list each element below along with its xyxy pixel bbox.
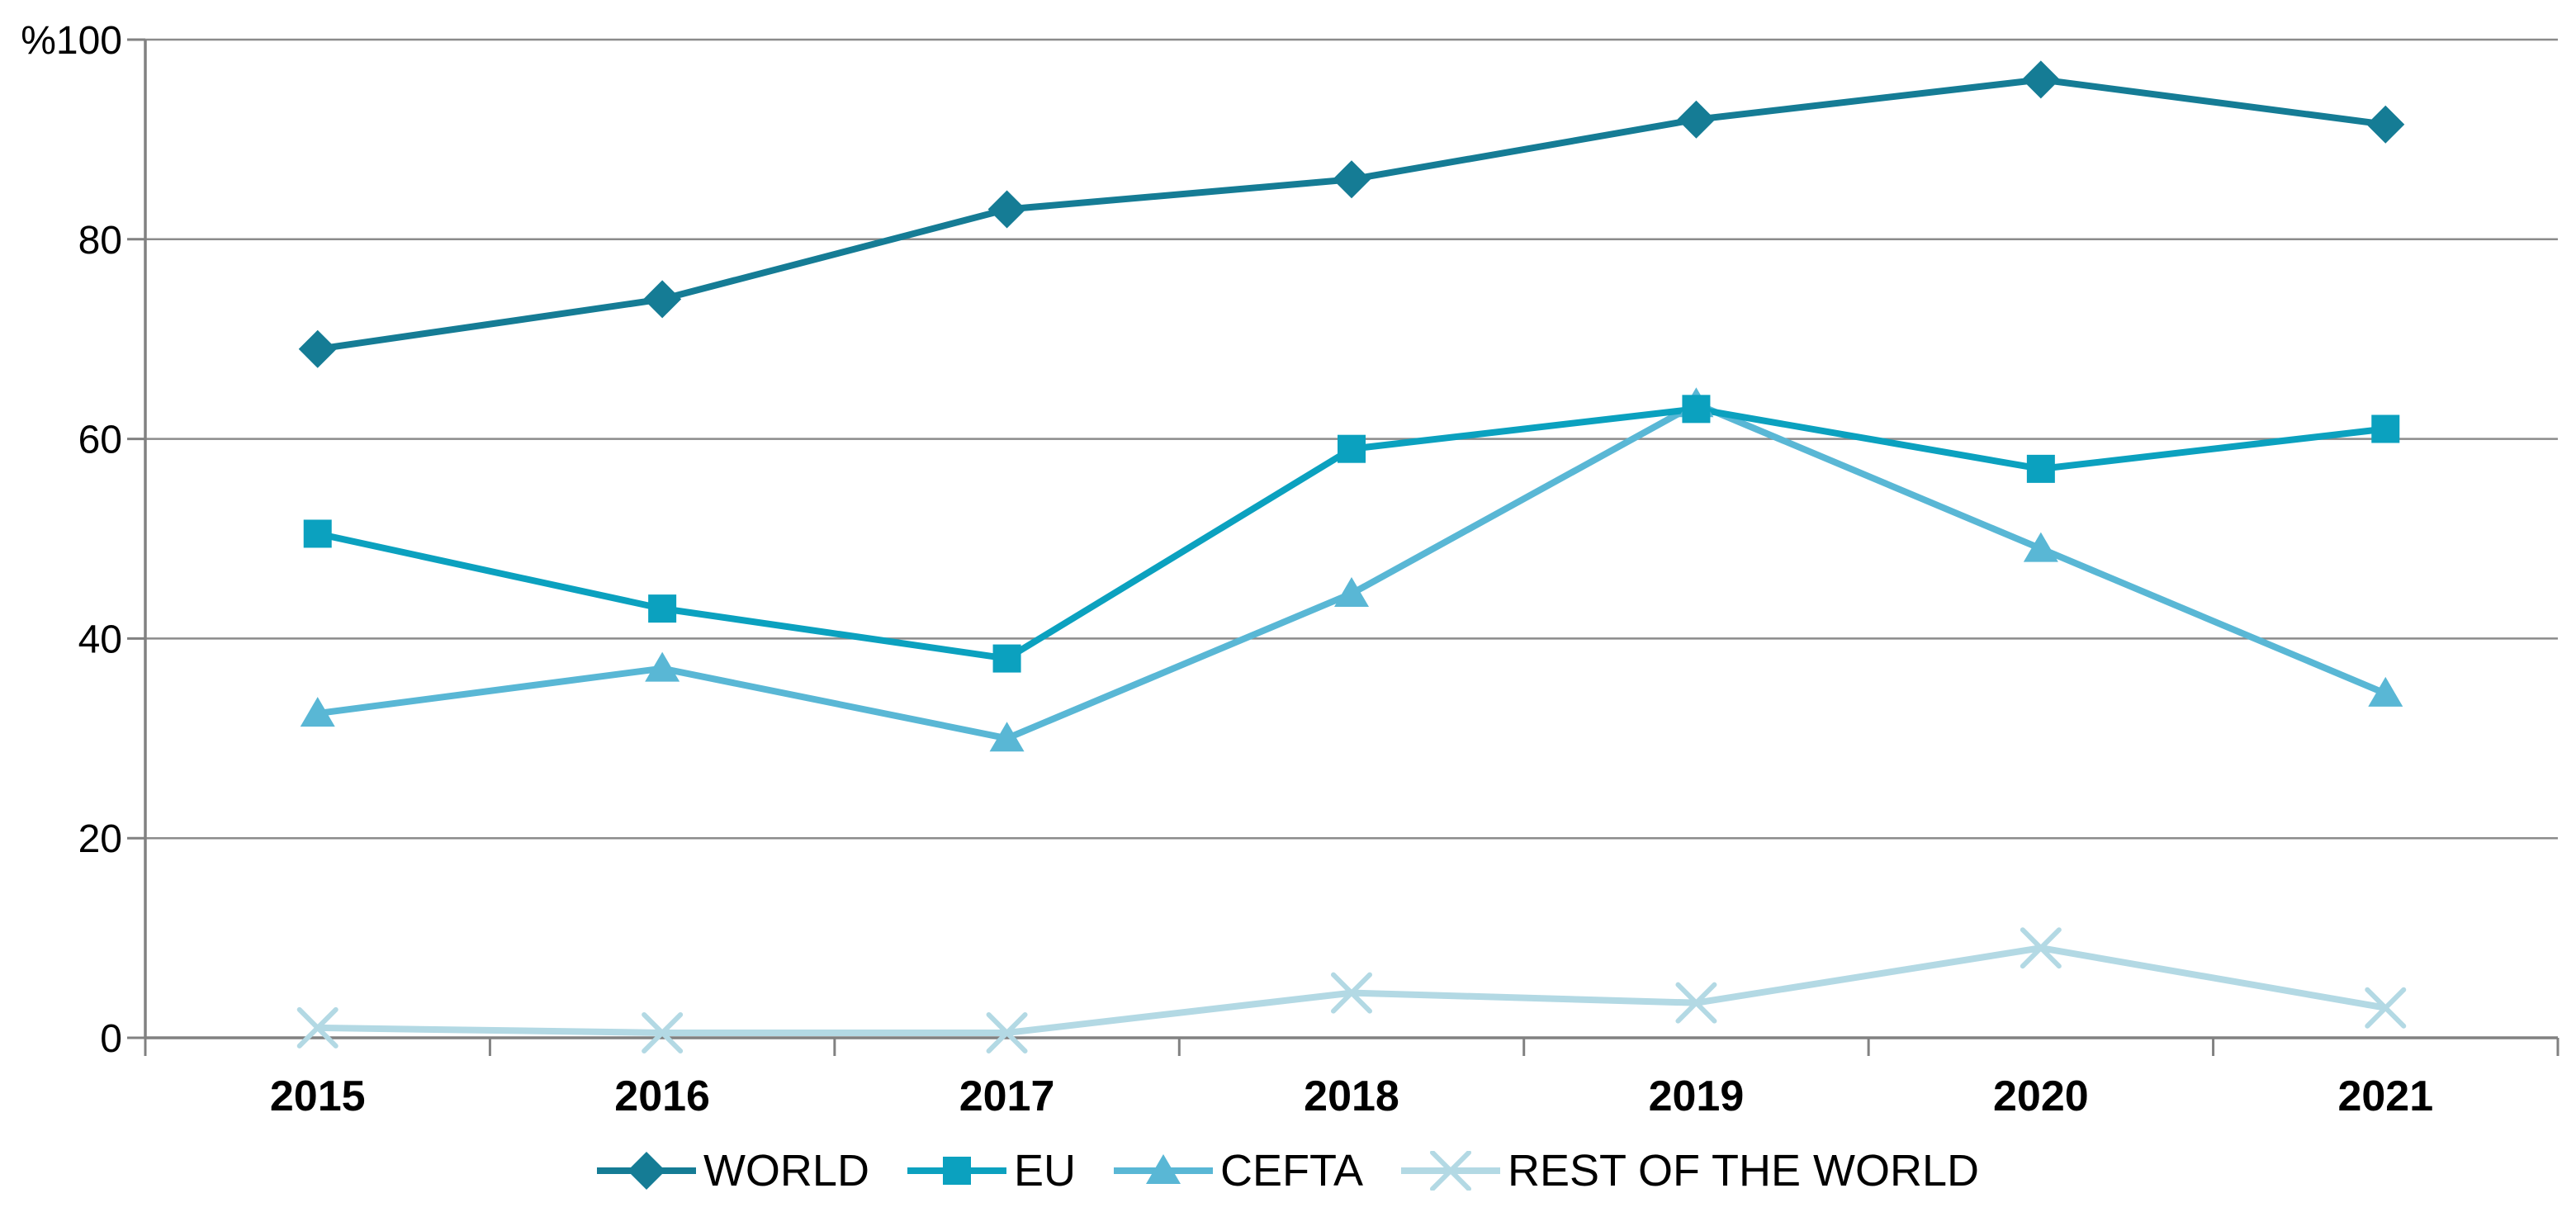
data-point-world-2018 — [1333, 160, 1371, 199]
data-point-rest-of-the-world-2021 — [2365, 987, 2407, 1029]
data-point-cefta-2017 — [989, 722, 1025, 752]
data-point-cefta-2016 — [645, 651, 680, 682]
legend-marker-glyph — [942, 1157, 971, 1185]
legend-marker-glyph — [1429, 1151, 1471, 1191]
x-axis-label-2018: 2018 — [1304, 1072, 1399, 1120]
data-point-world-2021 — [2366, 105, 2405, 144]
legend-item-cefta: CEFTA — [1113, 1145, 1363, 1196]
legend-label: WORLD — [703, 1146, 869, 1195]
legend-marker-glyph — [627, 1152, 665, 1190]
legend-marker-glyph — [1145, 1154, 1181, 1184]
y-axis-tick-label: 60 — [78, 419, 122, 462]
legend-label: CEFTA — [1219, 1146, 1363, 1195]
x-axis-label-2016: 2016 — [614, 1072, 710, 1120]
x-axis-label-2021: 2021 — [2337, 1072, 2433, 1120]
data-point-cefta-2021 — [2368, 676, 2403, 707]
data-point-eu-2020 — [2026, 454, 2055, 483]
data-point-cefta-2020 — [2023, 532, 2058, 562]
data-point-rest-of-the-world-2016 — [642, 1011, 684, 1053]
legend-marker-x-icon — [1400, 1151, 1500, 1191]
data-point-eu-2017 — [992, 644, 1021, 673]
data-point-world-2017 — [987, 190, 1026, 229]
legend-label: REST OF THE WORLD — [1507, 1146, 1980, 1195]
y-axis-tick-label: 20 — [78, 817, 122, 861]
data-point-eu-2019 — [1682, 395, 1711, 424]
data-point-eu-2021 — [2371, 414, 2400, 443]
data-point-rest-of-the-world-2015 — [296, 1006, 339, 1049]
x-axis-label-2020: 2020 — [1993, 1072, 2089, 1120]
y-axis-tick-label: 0 — [100, 1017, 122, 1061]
data-point-eu-2015 — [303, 519, 332, 548]
x-axis-label-2015: 2015 — [270, 1072, 366, 1120]
legend-marker-diamond-icon — [596, 1152, 696, 1190]
data-point-eu-2016 — [648, 594, 677, 623]
y-axis-tick-label: 40 — [78, 618, 122, 661]
data-point-rest-of-the-world-2017 — [986, 1011, 1028, 1053]
data-point-cefta-2018 — [1334, 576, 1369, 607]
legend-item-eu: EU — [907, 1145, 1076, 1196]
legend-item-rest-of-the-world: REST OF THE WORLD — [1400, 1145, 1980, 1196]
legend-marker-square-icon — [907, 1157, 1006, 1185]
data-point-cefta-2015 — [300, 697, 335, 727]
data-point-world-2020 — [2021, 60, 2060, 99]
chart-legend: WORLD EU CEFTA REST OF THE WORLD — [0, 1141, 2576, 1200]
data-point-rest-of-the-world-2019 — [1675, 982, 1717, 1024]
legend-label: EU — [1013, 1146, 1076, 1195]
data-point-eu-2018 — [1338, 434, 1366, 463]
data-point-world-2015 — [298, 329, 337, 368]
x-axis-label-2017: 2017 — [959, 1072, 1055, 1120]
data-point-rest-of-the-world-2018 — [1331, 972, 1372, 1014]
data-point-world-2016 — [643, 280, 682, 319]
legend-item-world: WORLD — [596, 1145, 869, 1196]
y-axis-tick-label: 80 — [78, 219, 122, 263]
x-axis-label-2019: 2019 — [1649, 1072, 1745, 1120]
series-line-world — [314, 76, 2389, 353]
data-point-rest-of-the-world-2020 — [2020, 927, 2062, 969]
data-point-world-2019 — [1677, 100, 1716, 139]
legend-marker-triangle-icon — [1113, 1154, 1213, 1184]
y-axis-tick-label: %100 — [21, 19, 122, 63]
